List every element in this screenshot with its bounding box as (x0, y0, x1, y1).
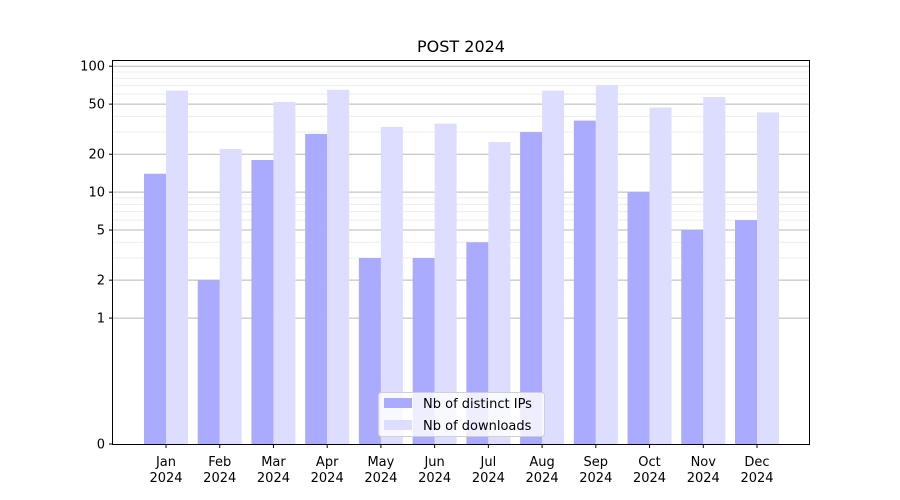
x-tick-label-year: 2024 (472, 471, 505, 486)
x-tick-label-year: 2024 (687, 471, 720, 486)
x-tick-label-year: 2024 (364, 471, 397, 486)
bar-downloads (434, 123, 457, 444)
x-tick-label-year: 2024 (311, 471, 344, 486)
bar-ips (627, 192, 650, 444)
x-tick-label-year: 2024 (579, 471, 612, 486)
x-tick-label-month: Oct (638, 455, 660, 470)
bar-downloads (757, 112, 779, 444)
x-tick-label-year: 2024 (257, 471, 290, 486)
bar-ips (358, 257, 381, 444)
x-tick-label-month: Aug (529, 455, 554, 470)
x-tick-label-month: Mar (261, 455, 286, 470)
bar-ips (573, 120, 596, 445)
x-tick-label-month: Nov (691, 455, 717, 470)
x-axis-ticks: Jan2024Feb2024Mar2024Apr2024May2024Jun20… (149, 444, 774, 486)
bar-downloads (542, 90, 565, 444)
bar-downloads (327, 89, 350, 444)
x-tick-label-year: 2024 (633, 471, 666, 486)
plot-frame (112, 60, 810, 445)
y-tick-label: 10 (88, 186, 105, 201)
x-tick-label-month: Jan (155, 455, 176, 470)
legend: Nb of distinct IPs Nb of downloads (378, 392, 545, 437)
x-tick-label-month: Jun (423, 455, 444, 470)
x-tick-label-month: Jul (480, 455, 497, 470)
bar-downloads (649, 107, 672, 445)
bar-downloads (166, 90, 188, 444)
x-tick-label-month: Dec (744, 455, 769, 470)
bar-ips (251, 159, 274, 444)
y-axis-ticks: 0 1 2 5 10 20 50 100 (80, 60, 113, 453)
x-tick-label-year: 2024 (418, 471, 451, 486)
y-tick-label: 100 (80, 60, 105, 75)
bar-ips (197, 280, 220, 444)
bar-ips (144, 173, 166, 444)
x-tick-label-year: 2024 (740, 471, 773, 486)
x-tick-label-month: Sep (584, 455, 609, 470)
x-tick-label-month: Apr (316, 455, 339, 470)
legend-swatch-ips (384, 398, 412, 408)
x-tick-label-year: 2024 (149, 471, 182, 486)
legend-swatch-downloads (384, 420, 412, 430)
bar-downloads (595, 84, 618, 445)
bar-ips (520, 132, 543, 444)
x-tick-label-month: Feb (208, 455, 231, 470)
bar-downloads (703, 96, 726, 444)
y-tick-label: 2 (97, 274, 105, 289)
y-tick-label: 5 (97, 224, 105, 239)
legend-label-ips: Nb of distinct IPs (423, 397, 532, 412)
legend-box (378, 392, 545, 437)
y-tick-label: 1 (97, 312, 105, 327)
legend-label-downloads: Nb of downloads (423, 419, 532, 434)
bar-downloads (488, 142, 511, 444)
bar-ips (681, 230, 704, 444)
bar-ips (735, 220, 757, 444)
bar-downloads (380, 126, 403, 445)
x-tick-label-month: May (367, 455, 394, 470)
y-tick-label: 20 (88, 148, 105, 163)
y-tick-label: 50 (88, 98, 105, 113)
bar-downloads (273, 101, 296, 444)
bars (144, 84, 779, 445)
bar-ips (305, 133, 328, 445)
bar-downloads (219, 149, 242, 445)
x-tick-label-year: 2024 (203, 471, 236, 486)
x-tick-label-year: 2024 (526, 471, 559, 486)
chart-title: POST 2024 (417, 37, 505, 56)
y-tick-label: 0 (97, 438, 105, 453)
